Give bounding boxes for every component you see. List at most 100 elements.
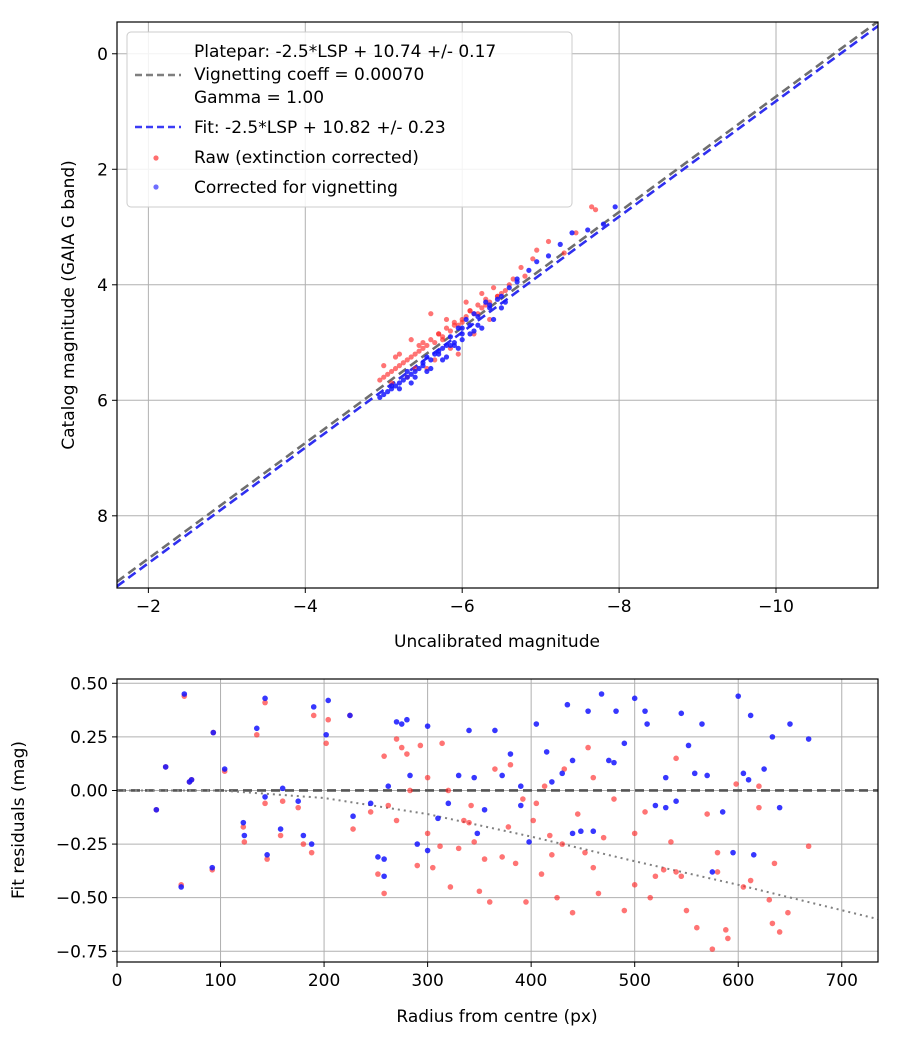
y-tick-label: −0.25 [56,835,108,855]
corrected-point [310,704,317,710]
corrected-point [735,693,742,699]
top-chart-lines [117,22,878,588]
raw-point [432,339,438,346]
corrected-point [471,328,477,334]
raw-point [428,337,434,343]
top-chart-frame [116,21,879,589]
corrected-point [507,751,514,757]
corrected-point [455,345,461,351]
raw-point [404,751,410,757]
x-tick-label: 700 [826,971,858,991]
corrected-point [350,813,356,820]
corrected-point [506,285,512,291]
corrected-point [420,360,426,366]
raw-point [393,817,400,824]
raw-point [375,871,381,877]
raw-point [443,325,450,331]
y-tick-label: 8 [97,507,108,527]
raw-point [310,712,317,719]
line-vignetting [117,789,878,921]
corrected-point [569,230,575,236]
raw-point [392,365,399,372]
corrected-point [400,377,406,383]
raw-point [461,817,467,824]
corrected-point [264,852,270,858]
bottom-chart-corrected-series [153,691,812,890]
raw-point [424,830,431,837]
x-tick-label: 200 [308,971,340,991]
raw-point [589,204,595,210]
raw-point [404,357,410,363]
corrected-point [447,334,454,340]
raw-point [295,804,301,811]
corrected-point [691,770,698,777]
corrected-point [325,697,332,704]
corrected-point [805,736,812,742]
raw-point [592,207,599,213]
corrected-point [210,729,217,736]
raw-point [429,864,436,871]
raw-point [432,357,438,363]
raw-point [747,877,754,884]
top-chart-legend: Platepar: -2.5*LSP + 10.74 +/- 0.17 Vign… [126,31,573,208]
corrected-point [612,204,618,210]
corrected-point [662,804,669,811]
corrected-point [549,779,555,785]
x-tick-label: −10 [758,597,794,617]
raw-point [559,841,566,847]
raw-point [723,927,729,933]
legend-fit-label: Fit: -2.5*LSP + 10.82 +/- 0.23 [194,118,446,138]
corrected-point [534,259,540,265]
raw-point [436,331,442,337]
raw-point [660,867,667,873]
raw-point [673,869,679,875]
corrected-point [396,386,403,392]
corrected-point [396,380,403,386]
corrected-point [564,701,571,708]
raw-point [445,787,452,794]
y-tick-label: 0.50 [70,674,108,694]
raw-point [502,287,508,294]
raw-point [499,854,505,860]
corrected-point [221,766,228,772]
legend-corrected-marker [153,184,159,190]
corrected-point [533,721,540,727]
corrected-point [487,302,493,308]
corrected-point [745,776,752,783]
corrected-point [514,279,520,285]
line-fit [117,24,878,588]
corrected-point [181,691,188,697]
y-tick-label: 2 [97,160,108,180]
raw-point [766,897,773,903]
corrected-point [451,342,457,349]
legend-raw-marker [153,155,159,161]
raw-point [396,363,403,369]
corrected-point [611,759,617,766]
corrected-point [459,325,465,331]
corrected-point [543,749,550,755]
raw-point [400,360,406,366]
raw-point [582,849,588,856]
top-chart-x-label: Uncalibrated magnitude [394,632,600,652]
corrected-point [474,830,481,837]
top-chart-y-label: Catalog magnitude (GAIA G band) [59,160,79,450]
raw-point [481,856,488,862]
corrected-point [424,847,431,854]
corrected-point [412,374,418,380]
raw-point [561,250,567,256]
corrected-point [673,798,679,805]
corrected-point [613,708,619,714]
y-tick-label: 0 [97,45,108,65]
corrected-point [621,740,628,747]
raw-point [518,264,524,271]
raw-point [479,305,485,311]
corrected-point [439,357,446,363]
top-chart-corrected-series [377,204,618,401]
raw-point [561,766,568,772]
raw-point [388,368,395,375]
raw-point [417,742,424,749]
bottom-chart-grid [116,679,878,962]
raw-point [479,290,485,297]
top-chart-ticks: −2 −4 −6 −8 −10 0 2 4 6 8 [97,45,794,617]
legend-box [126,31,573,208]
